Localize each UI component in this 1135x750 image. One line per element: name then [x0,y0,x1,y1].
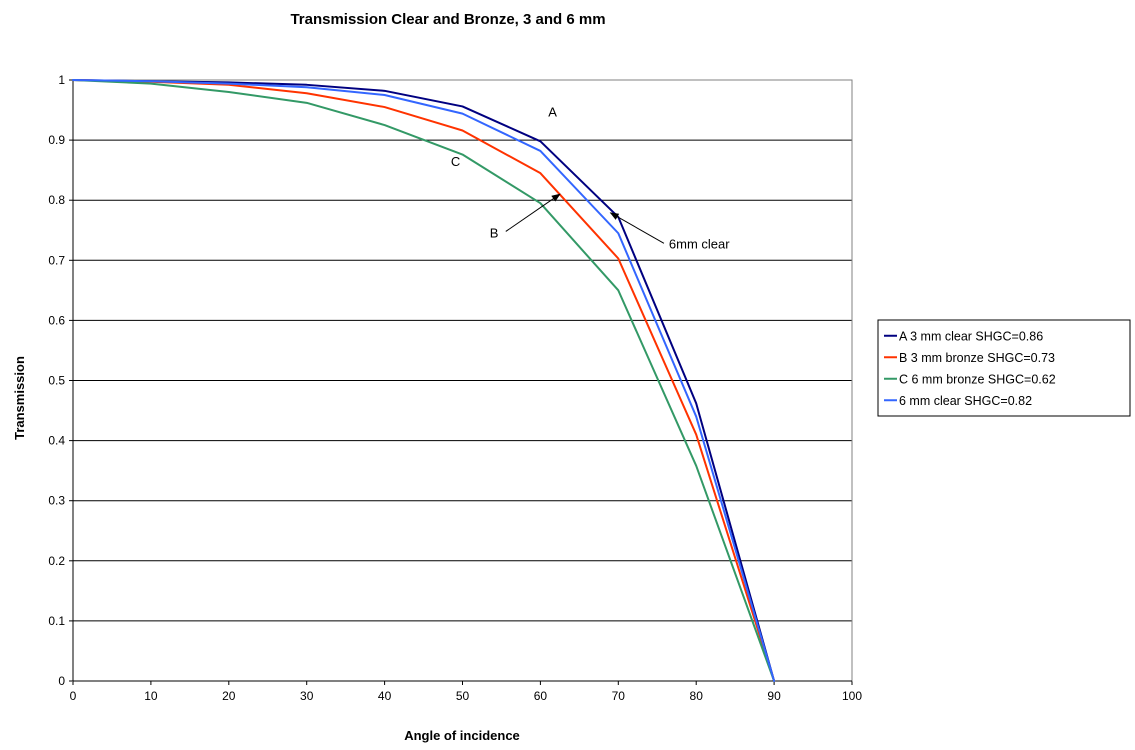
y-tick-label: 0.9 [48,133,65,147]
annotation-label: A [548,105,557,120]
y-tick-label: 0.1 [48,614,65,628]
tick-labels: 00.10.20.30.40.50.60.70.80.910 10 20 30 40 50… [48,73,862,703]
x-tick-label: 10 [144,689,158,703]
annotation-label: 6mm clear [669,236,730,251]
y-tick-label: 0.7 [48,253,65,267]
annotation-arrow [505,193,561,232]
chart-title: Transmission Clear and Bronze, 3 and 6 m… [290,11,605,28]
legend: A 3 mm clear SHGC=0.86 B 3 mm bronze SHGC… [877,319,1131,417]
x-tick-label: 30 [300,689,314,703]
x-tick-label: 40 [378,689,392,703]
legend-label: B 3 mm bronze SHGC=0.73 [899,351,1055,365]
series-lines [72,79,776,682]
x-tick-label: 50 [456,689,470,703]
legend-label: C 6 mm bronze SHGC=0.62 [899,372,1056,386]
y-tick-label: 1 [58,73,65,87]
y-tick-label: 0.2 [48,554,65,568]
x-tick-label: 100 [842,689,862,703]
x-tick-label: 90 [767,689,781,703]
y-tick-label: 0.8 [48,193,65,207]
y-tick-label: 0.5 [48,374,65,388]
legend-label: 6 mm clear SHGC=0.82 [899,394,1032,408]
y-tick-label: 0.4 [48,434,65,448]
x-tick-label: 0 [70,689,77,703]
legend-box [877,319,1131,417]
annotation-arrow [609,212,665,244]
y-axis-title: Transmission [12,356,27,440]
x-tick-label: 20 [222,689,236,703]
annotations: A C B 6mm clear [451,105,730,252]
x-tick-label: 60 [534,689,548,703]
series-line-3 [72,79,776,682]
axes [69,79,853,685]
annotation-label: C [451,154,460,169]
x-tick-label: 80 [690,689,704,703]
x-axis-title: Angle of incidence [404,728,520,743]
legend-label: A 3 mm clear SHGC=0.86 [899,329,1043,343]
y-tick-label: 0 [58,674,65,688]
y-tick-label: 0.3 [48,494,65,508]
series-line-4 [72,79,776,682]
x-tick-label: 70 [612,689,626,703]
annotation-label: B [490,225,499,240]
y-tick-label: 0.6 [48,313,65,327]
